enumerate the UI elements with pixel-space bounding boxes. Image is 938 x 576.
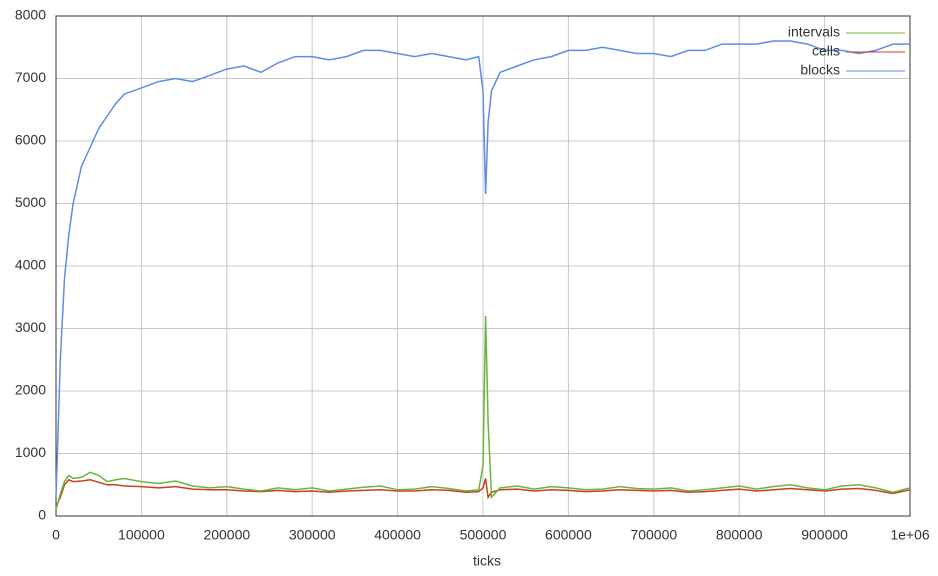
x-tick-label: 400000 <box>374 527 421 543</box>
y-tick-label: 1000 <box>15 444 46 460</box>
x-tick-label: 0 <box>52 527 60 543</box>
y-tick-label: 8000 <box>15 7 46 23</box>
x-tick-label: 900000 <box>801 527 848 543</box>
y-tick-label: 5000 <box>15 194 46 210</box>
series-line <box>55 40 910 498</box>
series-line <box>55 315 911 510</box>
x-tick-label: 200000 <box>203 527 250 543</box>
x-tick-label: 300000 <box>289 527 336 543</box>
y-tick-label: 6000 <box>15 132 46 148</box>
y-tick-label: 0 <box>38 507 46 523</box>
x-tick-label: 500000 <box>460 527 507 543</box>
legend-label: intervals <box>788 24 840 40</box>
y-tick-label: 3000 <box>15 319 46 335</box>
y-tick-label: 2000 <box>15 382 46 398</box>
x-tick-label: 100000 <box>118 527 165 543</box>
legend-label: blocks <box>800 62 840 78</box>
x-tick-label: 600000 <box>545 527 592 543</box>
series-line <box>55 478 911 507</box>
x-axis-label: ticks <box>473 553 501 569</box>
y-tick-label: 4000 <box>15 257 46 273</box>
x-tick-label: 800000 <box>716 527 763 543</box>
y-tick-label: 7000 <box>15 69 46 85</box>
x-tick-label: 1e+06 <box>890 527 930 543</box>
x-tick-label: 700000 <box>630 527 677 543</box>
legend-label: cells <box>812 43 840 59</box>
plot-border <box>55 15 911 517</box>
